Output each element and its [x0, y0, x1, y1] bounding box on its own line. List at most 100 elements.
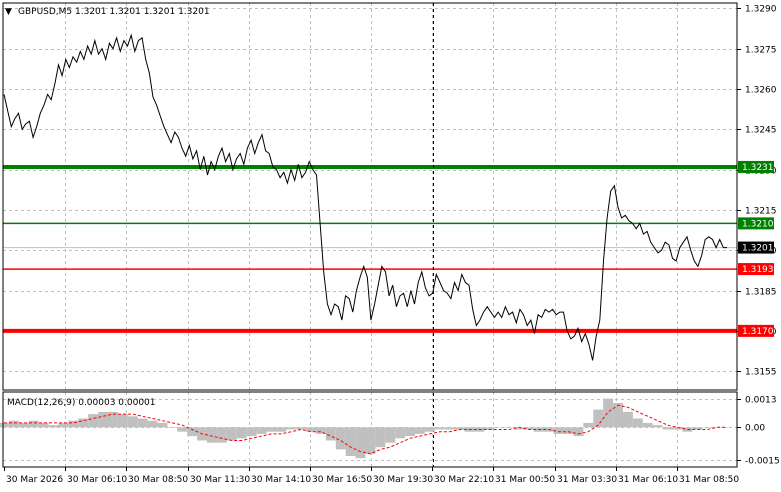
macd-histogram-bar	[415, 427, 425, 434]
macd-histogram-bar	[117, 414, 128, 428]
macd-histogram-bar	[48, 425, 59, 428]
macd-histogram-bar	[583, 422, 594, 428]
macd-histogram-bar	[494, 427, 505, 428]
price-level-badges: 1.3231 1.3210 1.3193 1.3170 1.3201	[738, 160, 774, 337]
macd-histogram-bar	[593, 409, 604, 428]
price-series-line	[3, 33, 727, 361]
macd-histogram-bar	[286, 427, 297, 430]
macd-axis[interactable]: 0.0013 0.00 -0.0015	[737, 396, 780, 467]
price-tick-label: 1.3275	[745, 46, 777, 56]
macd-histogram-bar	[434, 427, 445, 430]
macd-histogram-bar	[553, 427, 564, 434]
symbol-dropdown-arrow-icon[interactable]: ▼	[5, 7, 12, 17]
time-tick-label: 31 Mar 03:30	[557, 475, 617, 485]
macd-histogram-bar	[9, 420, 19, 428]
price-axis[interactable]: 1.32901.32751.32601.32451.32301.32151.32…	[737, 5, 777, 378]
macd-histogram-bar	[246, 427, 257, 437]
macd-histogram-bar	[187, 427, 198, 437]
price-pane-border	[2, 2, 738, 391]
macd-histogram-bar	[454, 427, 465, 430]
macd-histogram-bar	[167, 427, 178, 428]
macd-histogram-bar	[365, 427, 376, 454]
macd-histogram-bar	[98, 411, 108, 428]
macd-histogram-bar	[325, 427, 336, 441]
macd-pane-border	[2, 391, 738, 468]
price-tick-label: 1.3155	[745, 368, 777, 378]
current-price-badge	[738, 241, 774, 254]
current-price-label: 1.3201	[742, 244, 774, 254]
time-tick-label: 30 Mar 22:10	[434, 475, 494, 485]
macd-histogram-bar	[603, 398, 614, 428]
macd-histogram-bar	[444, 427, 455, 430]
price-tick-label: 1.3290	[745, 5, 777, 15]
macd-histogram-bar	[207, 427, 217, 443]
macd-histogram-bar	[88, 414, 99, 428]
macd-histogram-bar	[0, 422, 9, 428]
macd-histogram-bar	[702, 427, 713, 428]
macd-histogram-bar	[345, 427, 356, 456]
time-tick-label: 30 Mar 06:10	[67, 475, 127, 485]
macd-histogram-bar	[484, 427, 495, 430]
price-level-badge	[738, 324, 774, 337]
macd-histogram-bar	[712, 427, 722, 428]
macd-histogram-bar	[395, 427, 406, 439]
macd-histogram-bar	[642, 422, 653, 428]
horizontal-levels[interactable]	[3, 164, 737, 333]
macd-histogram-bar	[216, 427, 227, 443]
macd-histogram-bar	[147, 420, 158, 428]
time-tick-label: 31 Mar 00:50	[495, 475, 555, 485]
macd-tick-label: 0.0013	[745, 396, 777, 406]
macd-histogram-bar	[18, 422, 29, 428]
macd-histogram-bar	[682, 427, 693, 432]
macd-histogram-bar	[623, 411, 633, 428]
macd-histogram-bar	[573, 427, 584, 437]
macd-histogram-bar	[236, 427, 247, 439]
price-tick-label: 1.3260	[745, 86, 777, 96]
macd-histogram-bar	[514, 427, 524, 430]
time-tick-label: 30 Mar 19:30	[373, 475, 433, 485]
symbol-info-header: GBPUSD,M5 1.3201 1.3201 1.3201 1.3201	[18, 7, 210, 17]
macd-histogram-bar	[38, 422, 49, 428]
macd-histogram-bar	[563, 427, 574, 434]
macd-histogram-bar	[78, 418, 89, 428]
price-level-badge	[738, 160, 774, 173]
price-grid	[3, 3, 737, 390]
time-tick-label: 30 Mar 11:30	[190, 475, 250, 485]
macd-histogram-bar	[692, 427, 703, 430]
macd-histogram-bar	[375, 427, 386, 448]
time-tick-label: 30 Mar 16:50	[312, 475, 372, 485]
macd-histogram-bar	[632, 418, 643, 428]
time-tick-label: 30 Mar 14:10	[251, 475, 311, 485]
macd-histogram-bar	[127, 416, 138, 428]
price-level-badge-label: 1.3193	[742, 265, 774, 275]
macd-histogram-bar	[68, 420, 79, 428]
macd-histogram-bar	[424, 427, 435, 432]
macd-histogram-bar	[28, 420, 39, 428]
macd-histogram-bar	[108, 411, 118, 428]
macd-histogram-bar	[58, 422, 69, 428]
macd-histogram-bar	[226, 427, 237, 441]
macd-tick-label: -0.0015	[745, 457, 780, 467]
macd-histogram-bar	[613, 403, 623, 428]
price-tick-label: 1.3215	[745, 207, 777, 217]
macd-histogram-bar	[157, 422, 168, 428]
macd-histogram-bar	[266, 427, 277, 432]
time-tick-label: 30 Mar 2026	[6, 475, 63, 485]
price-level-badge-label: 1.3231	[742, 163, 774, 173]
macd-info-header: MACD(12,26,9) 0.00003 0.00001	[7, 398, 156, 408]
macd-histogram-bar	[524, 427, 534, 430]
macd-histogram-bar	[355, 427, 366, 459]
time-axis[interactable]: 30 Mar 2026 30 Mar 06:10 30 Mar 08:50 30 Ma…	[4, 467, 740, 485]
price-tick-label: 1.3245	[745, 126, 777, 136]
price-level-badge-label: 1.3170	[742, 327, 774, 337]
macd-histogram-bar	[296, 427, 307, 430]
macd-histogram-bar	[256, 427, 267, 434]
macd-histogram-bar	[662, 427, 673, 430]
macd-histogram-bar	[306, 427, 316, 432]
macd-histogram-bar	[652, 425, 663, 428]
macd-histogram-bar	[672, 427, 683, 430]
macd-histogram-bar	[276, 427, 287, 432]
time-tick-label: 31 Mar 08:50	[679, 475, 739, 485]
